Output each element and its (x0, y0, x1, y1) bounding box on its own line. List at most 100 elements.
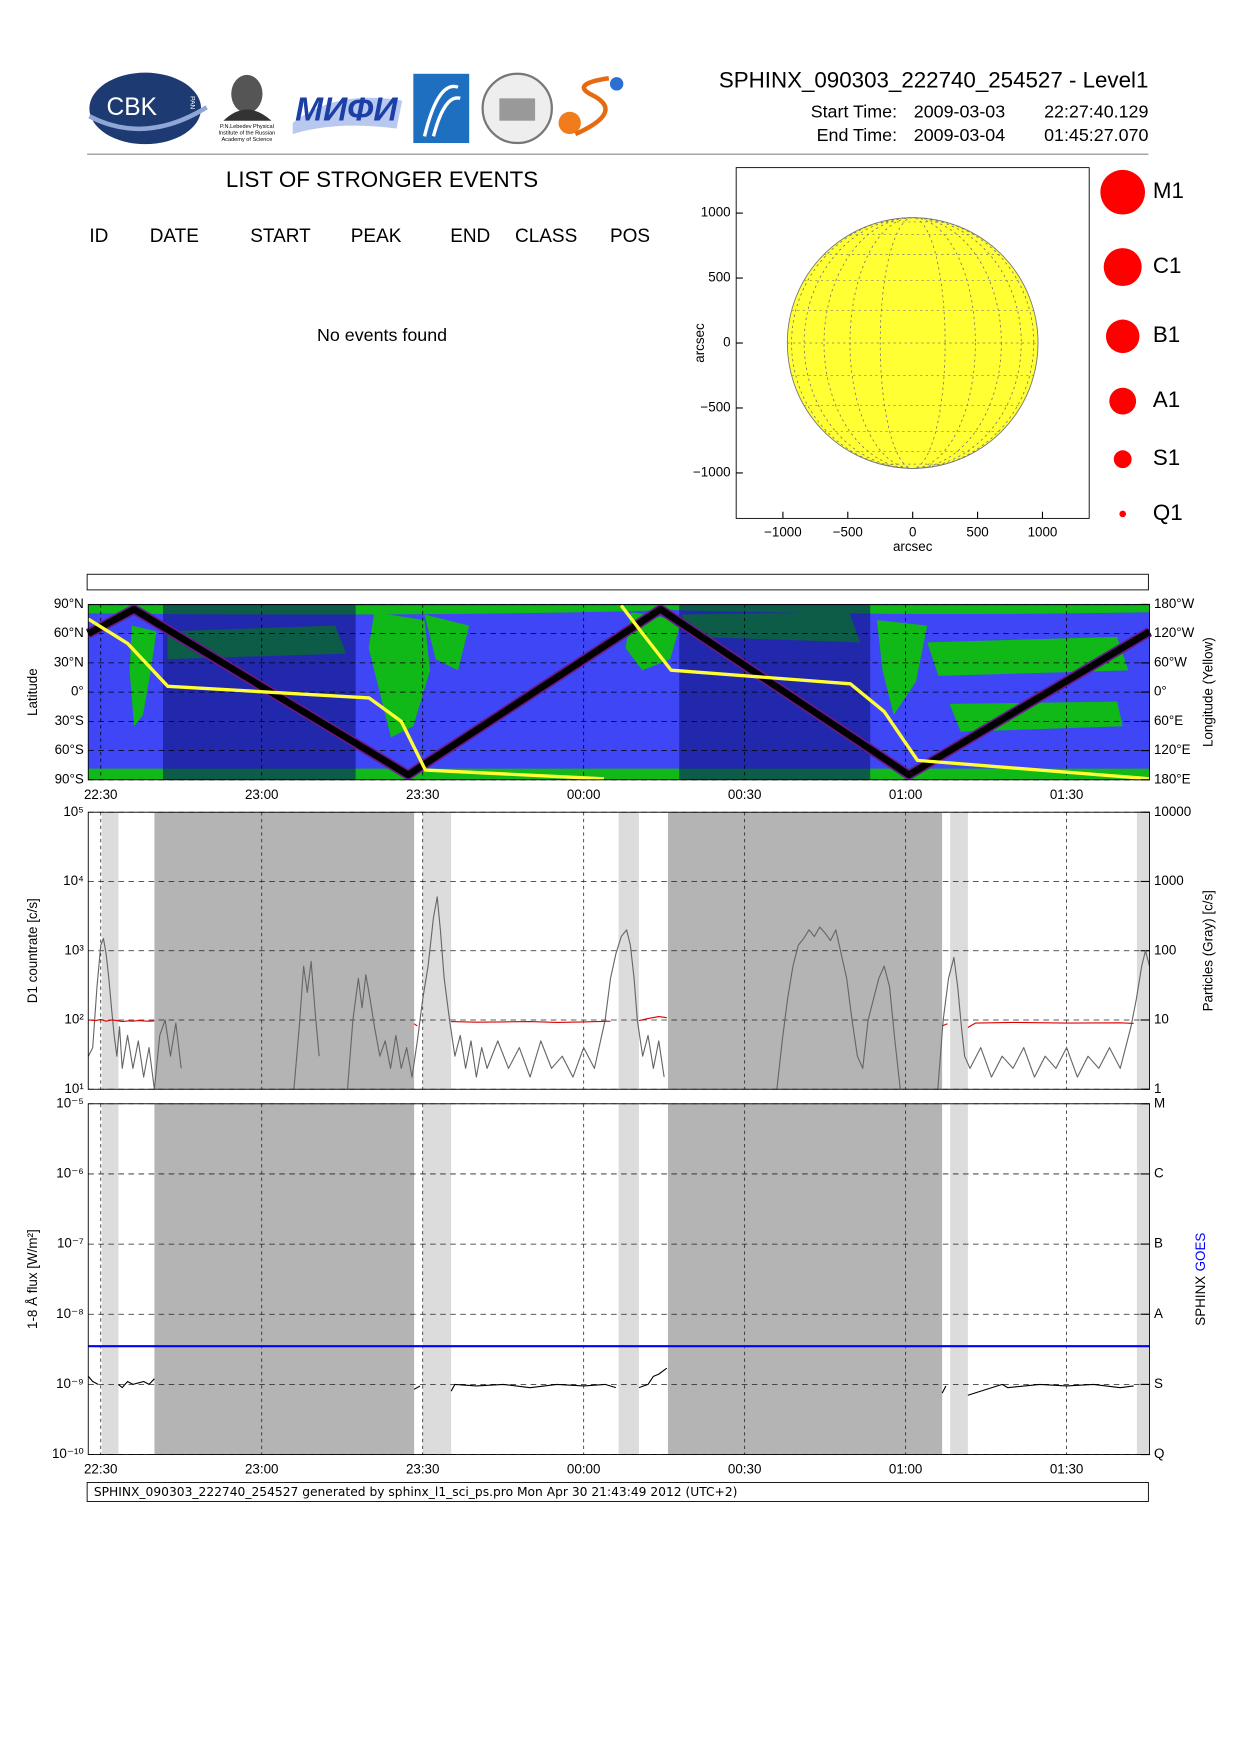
land (876, 620, 928, 716)
y-axis-label: Latitude (25, 668, 40, 716)
x-tick-label: 23:30 (406, 1462, 440, 1477)
series-line (86, 605, 1152, 779)
start-date: 2009-03-03 (914, 102, 1005, 122)
y-axis-label: 1-8 Å flux [W/m²] (25, 1229, 40, 1329)
y2-axis-label: Longitude (Yellow) (1200, 637, 1215, 747)
shade-band (154, 1103, 415, 1455)
series-line (87, 604, 1150, 781)
y-tick-label: 0° (71, 684, 84, 699)
land (368, 612, 431, 738)
shade-band (422, 812, 452, 1090)
plot-frame (87, 1103, 1150, 1455)
series-line (87, 1367, 1134, 1396)
y-tick-label: 60°S (55, 742, 84, 757)
end-label: End Time: (817, 125, 897, 145)
x-axis-label: arcsec (893, 539, 933, 554)
y-tick-label: −500 (700, 400, 730, 415)
y2-tick-label: 180°W (1154, 596, 1195, 611)
portrait-head (231, 74, 263, 113)
class-marker (1103, 248, 1142, 287)
x-tick-label: −500 (833, 524, 863, 539)
class-label: B1 (1153, 322, 1180, 347)
y2-tick-label: 10 (1154, 1012, 1169, 1027)
y-tick-label: 10⁻⁵ (56, 1095, 84, 1110)
y-tick-label: 90°S (55, 771, 84, 786)
end-date: 2009-03-04 (914, 125, 1005, 145)
y-tick-label: 30°S (55, 713, 84, 728)
y2-axis-label: Particles (Gray) [c/s] (1200, 890, 1215, 1011)
y2-tick-label: 60°W (1154, 654, 1187, 669)
x-tick-label: 23:30 (406, 787, 440, 802)
y-tick-label: 60°N (54, 625, 84, 640)
start-time: 22:27:40.129 (1044, 102, 1148, 122)
meridian (823, 217, 1002, 469)
footer-box (86, 1482, 1149, 1502)
x-tick-label: 23:00 (245, 1462, 279, 1477)
y2-tick-label: 60°E (1154, 713, 1183, 728)
event-column-header: START (250, 226, 311, 247)
x-tick-label: 0 (909, 524, 916, 539)
y-tick-label: 10⁻¹⁰ (52, 1446, 84, 1461)
class-marker (1119, 510, 1127, 518)
y-tick-label: 10² (64, 1012, 84, 1027)
seal-building (499, 98, 536, 121)
class-marker (1113, 450, 1132, 469)
series-line (87, 896, 1151, 1090)
y2-tick-label: 0° (1154, 684, 1167, 699)
event-column-header: ID (89, 226, 108, 247)
event-column-header: POS (610, 226, 650, 247)
y2-tick-label: 180°E (1154, 771, 1191, 786)
y-tick-label: 10¹ (64, 1081, 84, 1096)
report-title: SPHINX_090303_222740_254527 - Level1 (719, 68, 1149, 93)
portrait-body (223, 109, 272, 121)
mifi-text: МИФИ (295, 92, 398, 129)
y2-tick-label: 10000 (1154, 804, 1191, 819)
events-message: No events found (317, 325, 447, 345)
event-column-header: PEAK (351, 226, 402, 247)
class-marker (1109, 387, 1137, 415)
y-tick-label: 0 (723, 335, 730, 350)
y2-tick-label: A (1154, 1306, 1163, 1321)
swirl (574, 76, 610, 137)
x-tick-label: 500 (966, 524, 988, 539)
end-time: 01:45:27.070 (1044, 125, 1148, 145)
events-title: LIST OF STRONGER EVENTS (226, 167, 538, 192)
x-tick-label: 23:00 (245, 787, 279, 802)
y-tick-label: 1000 (701, 205, 731, 220)
x-tick-label: 00:30 (728, 1462, 762, 1477)
legend: SPHINX GOES (1192, 1233, 1207, 1326)
info-bar (86, 573, 1149, 591)
x-tick-label: 00:00 (567, 1462, 601, 1477)
map-overlay (85, 603, 1153, 781)
y2-tick-label: 1000 (1154, 873, 1184, 888)
series-line (88, 1015, 1134, 1028)
logo-swoosh (88, 105, 208, 132)
plot-frame (87, 811, 1150, 1090)
y-tick-label: 500 (708, 270, 730, 285)
class-marker (1105, 319, 1140, 354)
lebedev-text: Academy of Science (221, 137, 272, 143)
meridian (803, 217, 1022, 469)
shade-band (618, 1103, 639, 1455)
event-column-header: CLASS (515, 226, 577, 247)
event-column-header: DATE (150, 226, 199, 247)
x-tick-label: 1000 (1028, 524, 1058, 539)
blue-logo-arc (422, 84, 461, 137)
y-axis-label: arcsec (692, 323, 707, 363)
y2-tick-label: S (1154, 1376, 1163, 1391)
y2-tick-label: 100 (1154, 942, 1176, 957)
y2-tick-label: 120°E (1154, 742, 1191, 757)
y2-tick-label: 1 (1154, 1081, 1161, 1096)
event-column-header: END (450, 226, 490, 247)
y2-tick-label: 120°W (1154, 625, 1195, 640)
y-tick-label: 10⁻⁷ (57, 1236, 84, 1251)
shade-band (950, 1103, 968, 1455)
legend-entry: GOES (1192, 1233, 1207, 1272)
meridian (791, 217, 1035, 469)
class-label: Q1 (1153, 500, 1183, 525)
land (424, 614, 470, 671)
y-tick-label: −1000 (693, 464, 731, 479)
shade-band (422, 1103, 452, 1455)
